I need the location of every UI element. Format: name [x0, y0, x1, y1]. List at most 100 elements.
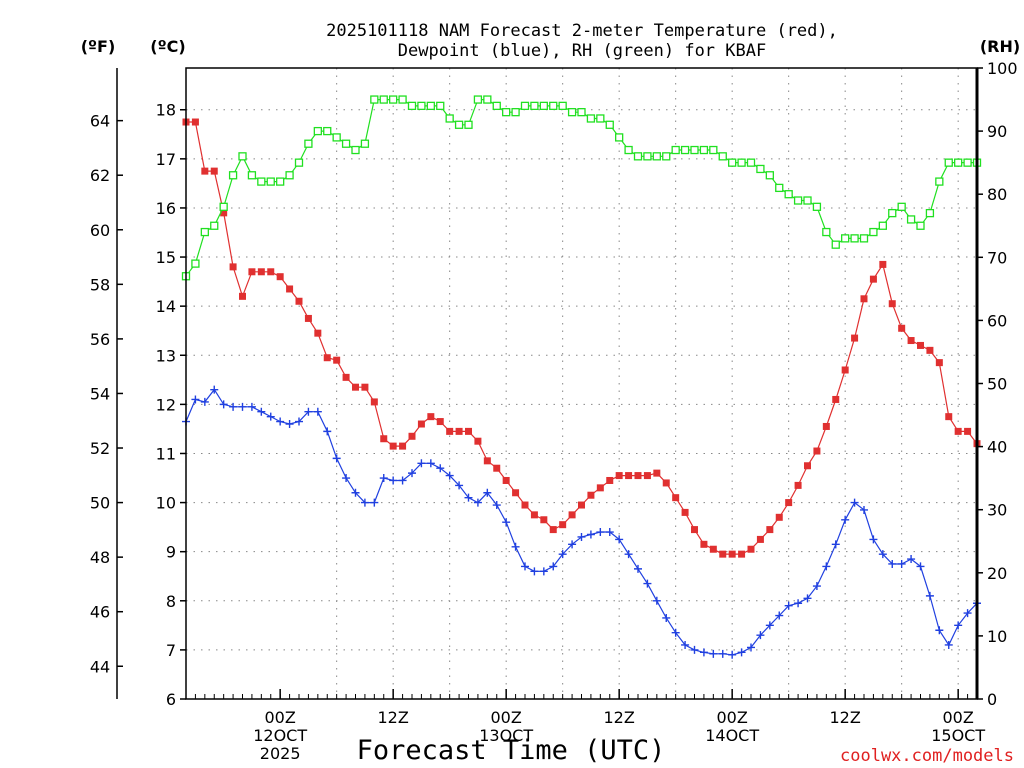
celsius-tick-label: 11: [156, 444, 176, 463]
celsius-tick-label: 13: [156, 346, 176, 365]
rh-point: [530, 101, 539, 111]
temperature-point: [399, 442, 407, 450]
dewpoint-point: [944, 640, 953, 649]
dewpoint-point: [935, 626, 944, 635]
temperature-point: [286, 285, 294, 293]
dewpoint-point: [596, 528, 605, 537]
dewpoint-point: [398, 476, 407, 485]
dewpoint-point: [539, 567, 548, 576]
dewpoint-point: [360, 498, 369, 507]
temperature-point: [728, 550, 736, 558]
temperature-point: [323, 354, 331, 362]
series-group: [181, 95, 982, 659]
temperature-point: [474, 437, 482, 445]
temperature-point: [653, 469, 661, 477]
temperature-point: [785, 499, 793, 507]
rh-point: [558, 101, 567, 111]
dewpoint-point: [963, 609, 972, 618]
temperature-point: [625, 472, 633, 480]
temperature-point: [945, 413, 953, 421]
dewpoint-point: [775, 611, 784, 620]
rh-axis: 0 10 20 30 40 50 60 70 80 90 100: [977, 59, 1018, 709]
time-tick-label: 00Z: [943, 708, 974, 727]
temperature-point: [775, 513, 783, 521]
dewpoint-point: [831, 540, 840, 549]
dewpoint-point: [709, 649, 718, 658]
rh-point: [596, 114, 605, 123]
celsius-tick-label: 15: [156, 248, 176, 267]
temperature-point: [191, 118, 199, 126]
rh-point: [586, 114, 596, 123]
dewpoint-point: [869, 535, 878, 544]
temperature-point: [662, 479, 670, 487]
temperature-point: [361, 383, 369, 391]
rh-point: [728, 158, 737, 167]
time-tick-label: 00Z: [265, 708, 296, 727]
rh-point: [906, 215, 916, 224]
rh-point: [483, 95, 492, 104]
dewpoint-point: [426, 459, 435, 468]
rh-point: [944, 158, 953, 167]
temperature-point: [869, 275, 877, 283]
temperature-point: [530, 511, 538, 519]
celsius-tick-label: 8: [166, 592, 176, 611]
dewpoint-point: [530, 567, 539, 576]
rh-tick-label: 40: [987, 438, 1007, 457]
temperature-point: [804, 462, 811, 470]
temperature-point: [813, 447, 821, 455]
temperature-point: [427, 413, 435, 421]
rh-point: [549, 101, 558, 111]
rh-point: [869, 227, 878, 237]
rh-point: [511, 108, 520, 117]
temperature-point: [342, 373, 350, 381]
temperature-point: [766, 526, 774, 534]
dewpoint-line: [185, 388, 978, 656]
rh-tick-label: 10: [987, 627, 1007, 646]
rh-point: [925, 208, 935, 218]
temperature-point: [879, 260, 887, 268]
dewpoint-point: [445, 471, 454, 480]
source-credit: coolwx.com/models: [840, 746, 1014, 766]
time-tick-label: 15OCT: [931, 726, 985, 745]
rh-point: [718, 152, 727, 161]
rh-point: [502, 108, 511, 117]
rh-point: [888, 208, 897, 218]
dewpoint-point: [210, 385, 219, 394]
temperature-point: [304, 314, 312, 322]
rh-point: [417, 101, 426, 111]
dewpoint-point: [436, 464, 445, 473]
temperature-point: [483, 457, 491, 465]
temperature-point: [446, 427, 454, 435]
fahrenheit-tick-label: 44: [90, 657, 110, 676]
rh-point: [266, 177, 275, 186]
dewpoint-point: [473, 498, 482, 507]
temperature-point: [455, 427, 463, 435]
rh-point: [662, 152, 671, 161]
temperature-point: [389, 442, 397, 450]
rh-point: [294, 158, 304, 167]
temperature-point: [370, 398, 378, 406]
dewpoint-point: [191, 395, 200, 404]
rh-point: [370, 95, 379, 104]
dewpoint-point: [878, 550, 887, 559]
temperature-point: [220, 209, 228, 217]
dewpoint-point: [521, 562, 529, 571]
rh-point: [775, 183, 784, 193]
dewpoint-point: [295, 417, 303, 426]
dewpoint-point: [568, 540, 577, 549]
dewpoint-point: [718, 649, 727, 658]
rh-point: [276, 177, 285, 186]
temperature-point: [917, 341, 924, 349]
celsius-tick-label: 14: [156, 297, 176, 316]
dewpoint-point: [812, 582, 821, 591]
dewpoint-point: [803, 594, 812, 603]
rh-point: [756, 164, 765, 174]
rh-point: [257, 177, 266, 186]
temperature-point: [709, 545, 717, 553]
dewpoint-point: [304, 407, 313, 416]
celsius-tick-label: 18: [156, 101, 176, 120]
rh-point: [822, 227, 831, 237]
rh-point: [304, 139, 313, 148]
time-tick-label: 12Z: [830, 708, 861, 727]
dewpoint-point: [907, 555, 916, 564]
